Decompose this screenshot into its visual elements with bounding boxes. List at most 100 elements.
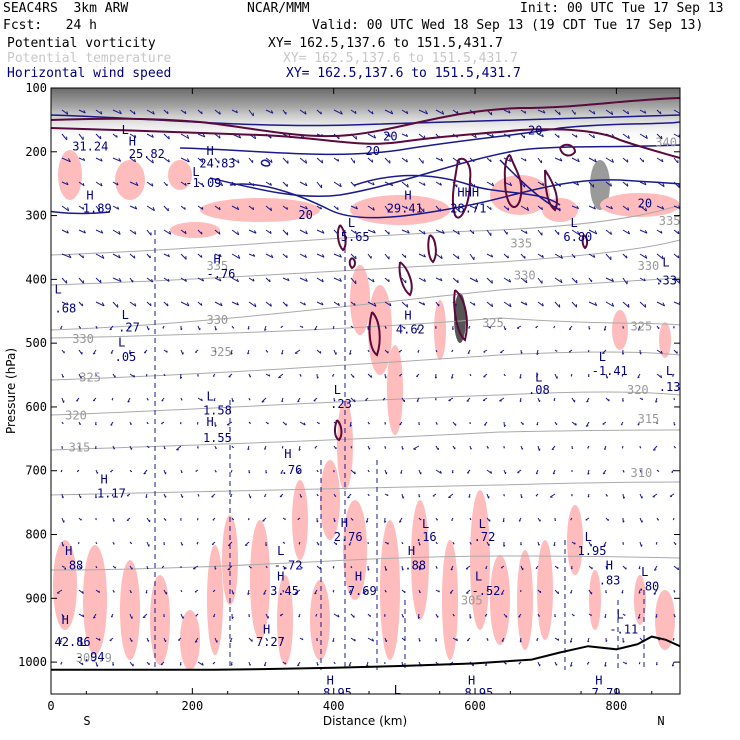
wind-vector-head — [134, 205, 138, 210]
wind-vector — [180, 229, 187, 235]
wind-vector-head — [164, 447, 166, 450]
wind-vector — [367, 181, 375, 186]
wind-vector-head — [519, 640, 522, 643]
wind-vector — [452, 253, 460, 260]
wind-vector-head — [82, 206, 85, 210]
wind-vector — [163, 133, 170, 140]
pv-extremum-label: H — [284, 447, 291, 461]
wind-vector-head — [438, 590, 440, 593]
wind-vector — [299, 421, 306, 426]
wind-vector — [197, 157, 204, 163]
wind-vector — [95, 277, 102, 284]
wind-vector-head — [83, 110, 86, 114]
wind-vector — [622, 181, 629, 187]
wind-vector-head — [186, 302, 190, 307]
theta-label: 320 — [65, 409, 87, 423]
wind-vector — [537, 133, 544, 138]
wind-vector — [537, 301, 544, 307]
pv-extremum-label: -.94 — [76, 650, 105, 664]
wind-vector-head — [201, 159, 204, 163]
wind-vector-head — [348, 544, 351, 546]
wind-vector-head — [620, 423, 623, 426]
wind-vector — [192, 565, 199, 570]
wind-vector-head — [355, 206, 358, 210]
wind-vector — [146, 301, 152, 307]
wind-vector — [129, 661, 134, 667]
wind-vector-head — [385, 568, 388, 571]
wind-vector — [78, 253, 84, 259]
wind-vector-head — [627, 135, 630, 139]
wind-vector-head — [402, 496, 405, 499]
wind-vector-head — [197, 423, 199, 425]
wind-vector — [435, 157, 444, 162]
wind-vector — [197, 253, 203, 258]
pv-extremum-label: H — [100, 472, 107, 486]
wind-vector — [146, 229, 152, 236]
wind-vector-head — [298, 543, 301, 545]
wind-vector-head — [593, 111, 596, 115]
wind-vector — [180, 613, 184, 619]
wind-vector — [146, 277, 153, 283]
wind-vector-head — [134, 158, 136, 163]
pv-extremum-label: -.76 — [390, 697, 419, 711]
wind-vector-head — [653, 449, 656, 451]
wind-vector-head — [422, 302, 426, 306]
wind-vector-head — [622, 352, 625, 355]
wind-vector — [163, 277, 170, 282]
wind-vector — [639, 229, 648, 234]
wind-vector-head — [100, 158, 103, 162]
pv-extremum-label: 8.95 — [464, 686, 493, 700]
wind-vector-head — [230, 352, 233, 355]
wind-vector-head — [332, 567, 335, 569]
wind-vector-head — [248, 615, 251, 618]
wind-vector-head — [298, 448, 301, 451]
wind-vector — [350, 253, 357, 260]
wind-vector-head — [373, 134, 377, 139]
pv-extremum-label: 1.55 — [203, 431, 232, 445]
wind-vector-head — [520, 590, 522, 593]
wind-vector-head — [587, 640, 590, 643]
wind-vector-head — [610, 231, 612, 235]
wind-vector — [248, 277, 255, 282]
wind-vector-head — [127, 400, 130, 403]
wind-vector — [299, 301, 306, 306]
wind-vector — [180, 157, 190, 163]
wind-vector — [367, 301, 377, 307]
wind-vector — [299, 229, 308, 235]
wind-vector — [469, 277, 478, 283]
plot-frame — [50, 87, 681, 695]
wind-vector-head — [195, 641, 198, 643]
wind-vector — [520, 133, 525, 139]
wind-vector-head — [627, 207, 630, 211]
wind-vector-head — [435, 376, 438, 379]
wind-vector — [248, 229, 257, 234]
wind-vector-head — [321, 302, 324, 306]
wind-vector-head — [590, 614, 592, 616]
wind-vector — [265, 301, 272, 307]
wind-vector-head — [134, 231, 137, 235]
wind-vector — [248, 109, 254, 117]
wind-vector-head — [485, 664, 488, 667]
wind-vector-head — [134, 134, 137, 138]
wind-vector — [435, 253, 443, 260]
wind-vector-head — [145, 496, 148, 498]
wind-vector — [362, 589, 369, 594]
wind-vector-head — [468, 327, 470, 329]
wind-vector-head — [385, 472, 388, 475]
wind-vector — [549, 493, 556, 498]
wind-vector — [413, 445, 420, 450]
wind-vector — [656, 373, 662, 379]
wind-vector-head — [165, 472, 167, 475]
wind-vector-head — [490, 470, 493, 474]
wind-vector-head — [553, 544, 556, 547]
wind-vector-head — [151, 159, 154, 164]
wind-vector — [418, 277, 426, 283]
wind-vector-head — [201, 278, 205, 282]
wind-vector — [176, 445, 182, 451]
pv-extremum-label: -.11 — [609, 622, 638, 636]
wind-vector-head — [539, 664, 541, 667]
y-tick-label: 900 — [25, 591, 47, 605]
wind-vector-head — [305, 230, 308, 235]
wind-vector-head — [247, 448, 250, 451]
